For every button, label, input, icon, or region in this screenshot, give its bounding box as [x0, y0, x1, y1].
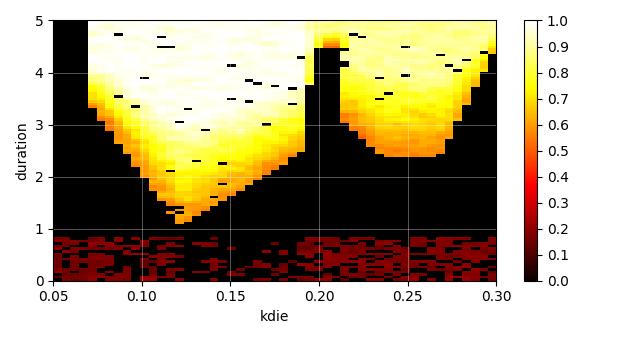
Y-axis label: duration: duration [15, 121, 29, 180]
X-axis label: kdie: kdie [260, 310, 289, 324]
